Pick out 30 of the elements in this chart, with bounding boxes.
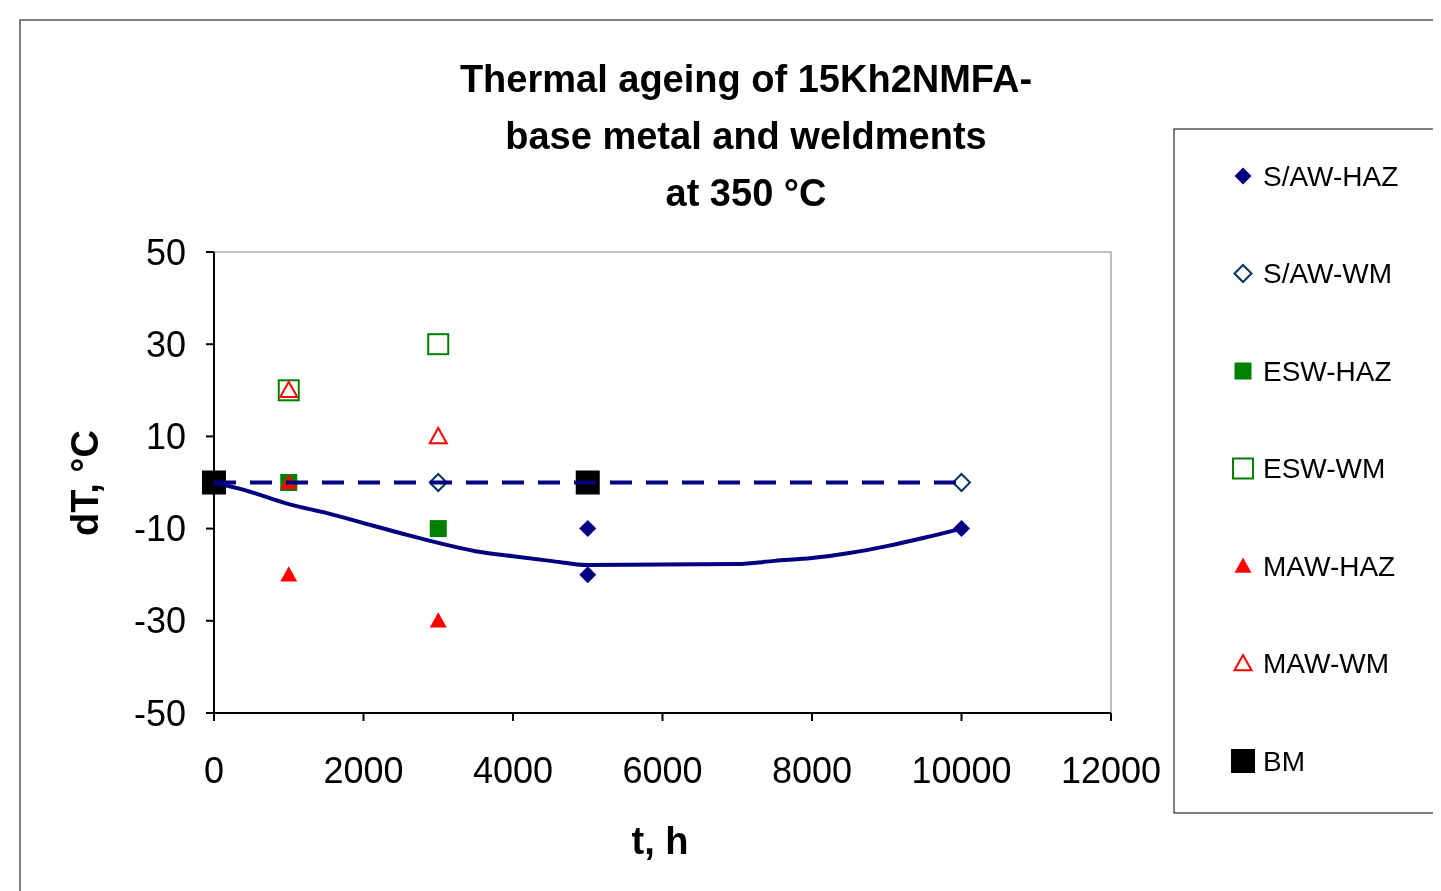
chart-title: Thermal ageing of 15Kh2NMFA- base metal and weldments at 350 °C: [459, 58, 1033, 214]
point: [429, 520, 447, 538]
x-tick-label: 6000: [622, 750, 703, 791]
x-tick-label: 10000: [911, 750, 1012, 791]
y-tick-label: 30: [145, 323, 186, 365]
y-tick-label: -10: [133, 508, 186, 550]
point: [428, 426, 448, 445]
x-tick-label: 2000: [323, 750, 404, 791]
point: [429, 612, 447, 628]
y-tick-label: -50: [133, 692, 186, 734]
legend-label: S/AW-WM: [1263, 258, 1393, 290]
legend-label: S/AW-HAZ: [1263, 160, 1399, 192]
x-axis-title: t, h: [631, 820, 689, 862]
legend-label: MAW-HAZ: [1263, 550, 1396, 582]
y-tick-label: 10: [145, 416, 186, 457]
x-tick-label: 8000: [771, 750, 853, 791]
x-tick-label: 4000: [472, 750, 554, 791]
y-tick-label: -30: [133, 600, 186, 642]
point: [579, 520, 597, 538]
point: [427, 333, 450, 356]
legend-label: ESW-WM: [1263, 453, 1386, 485]
x-tick-label: 12000: [1060, 750, 1162, 791]
legend-label: MAW-WM: [1263, 648, 1389, 680]
y-tick-label: 50: [145, 231, 186, 273]
y-axis-title: dT, °C: [64, 430, 106, 536]
point: [579, 566, 597, 584]
x-tick-label: 0: [203, 750, 225, 791]
point: [280, 566, 298, 582]
legend-label: ESW-HAZ: [1263, 355, 1392, 387]
legend-label: BM: [1263, 745, 1305, 777]
